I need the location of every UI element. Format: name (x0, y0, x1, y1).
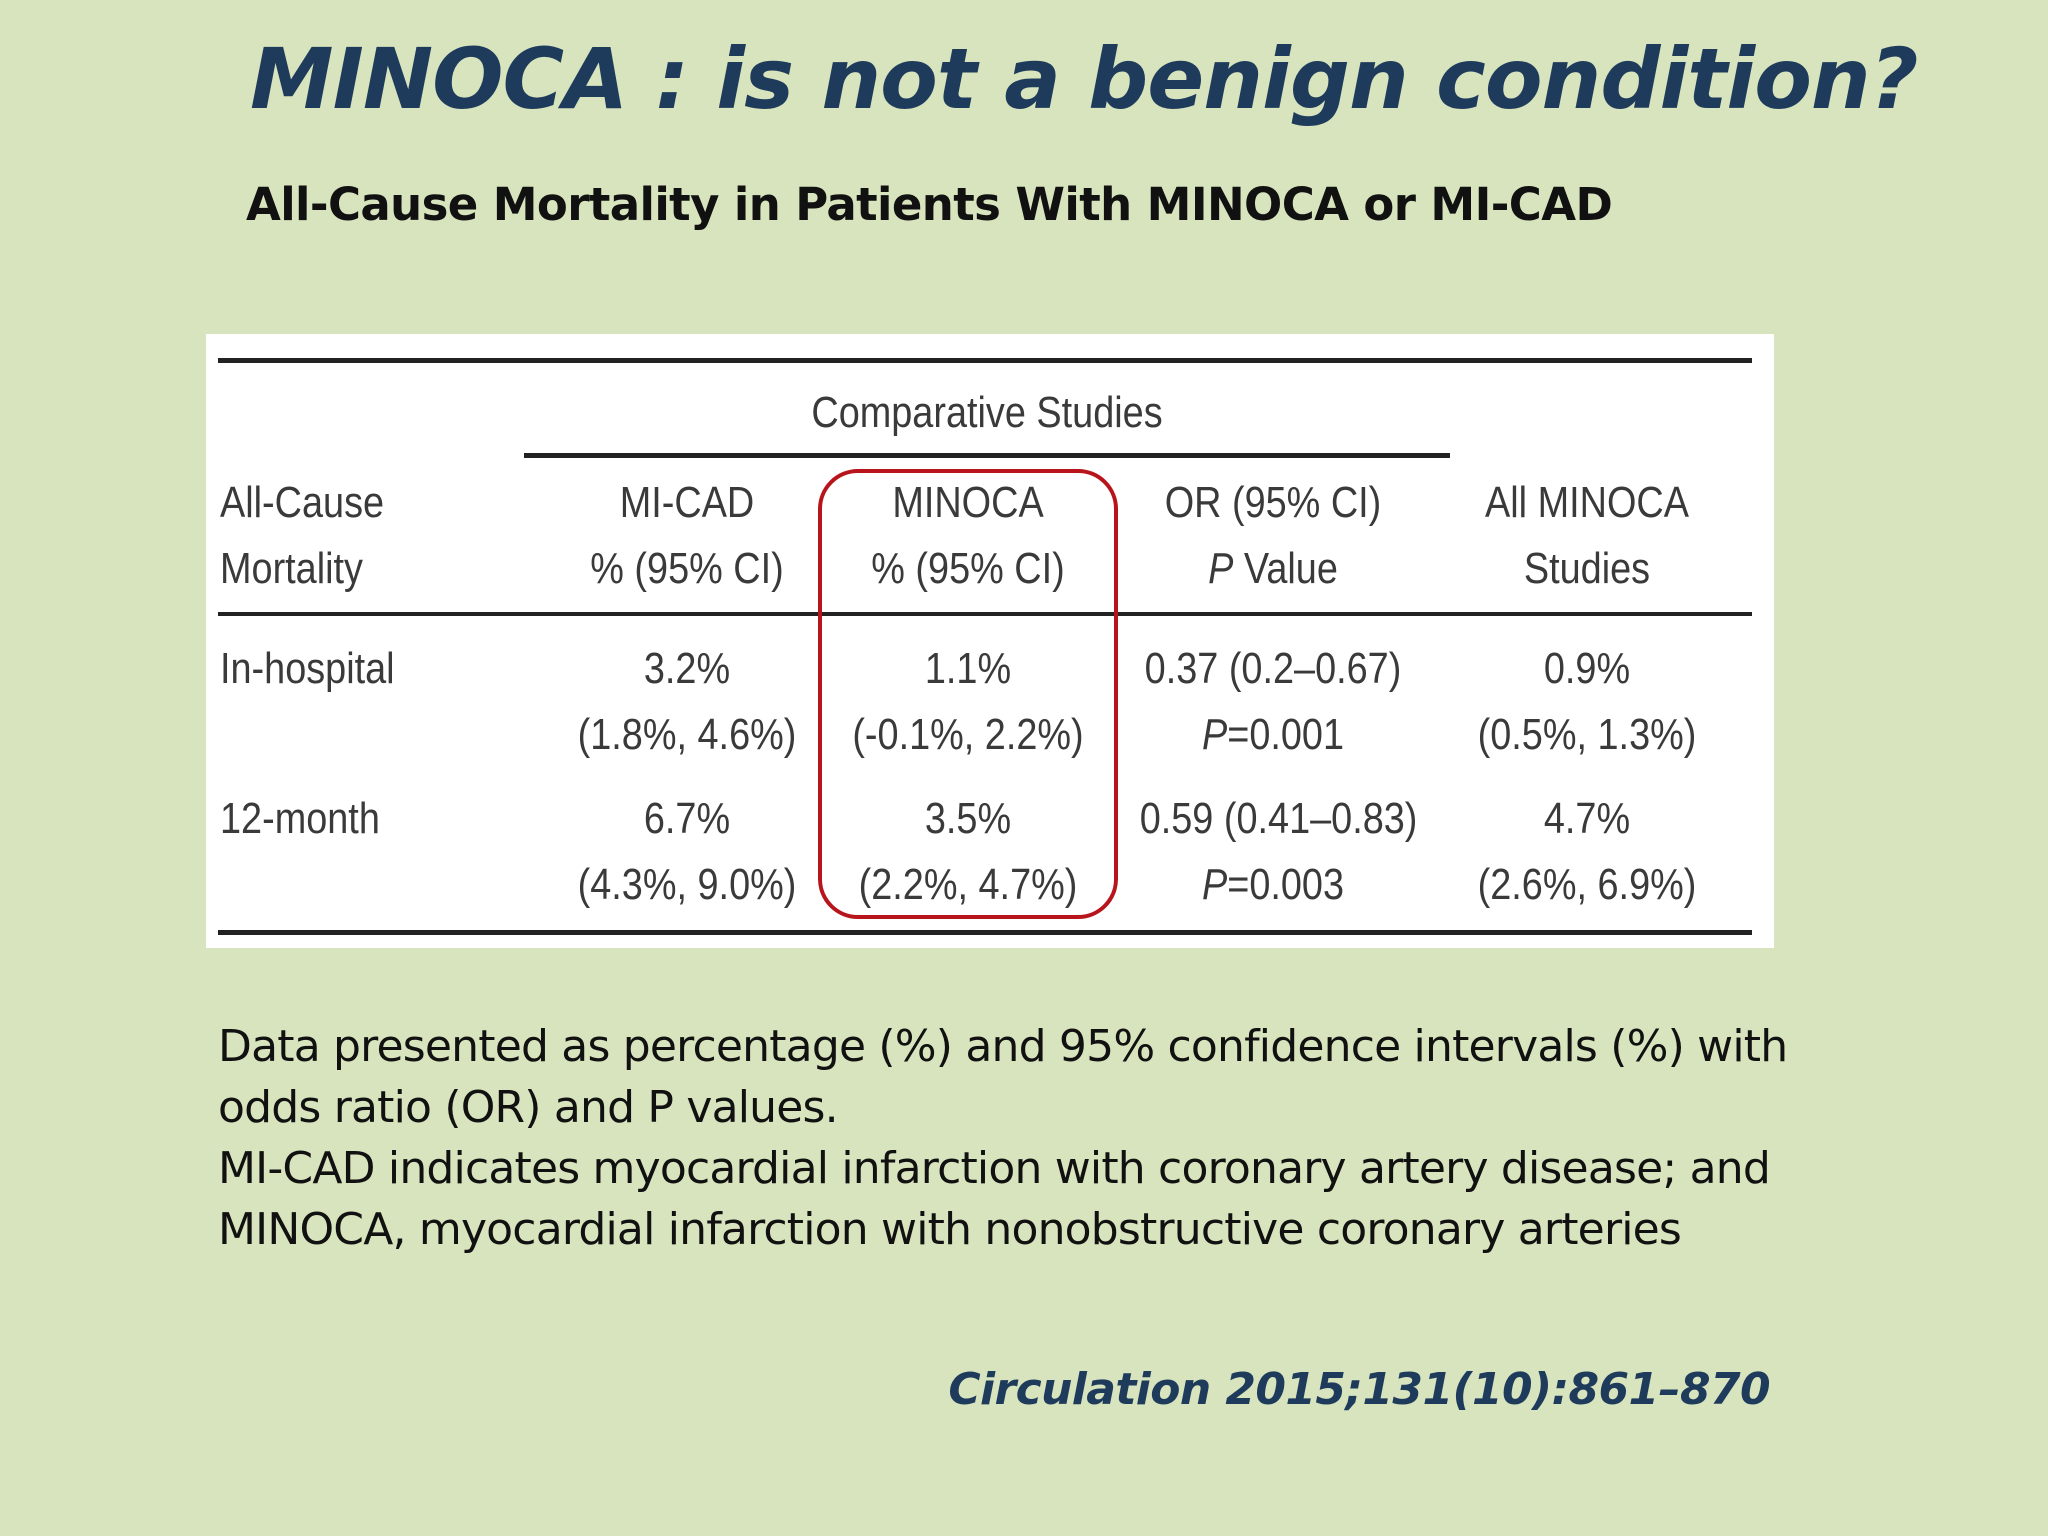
cell-in-hospital-minoca: 1.1% (-0.1%, 2.2%) (852, 644, 1084, 759)
cell-in-hospital-all-minoca: 0.9% (0.5%, 1.3%) (1477, 644, 1697, 759)
citation: Circulation 2015;131(10):861–870 (948, 1364, 1770, 1415)
header-all-minoca-studies: All MINOCA Studies (1485, 478, 1689, 593)
note-line: odds ratio (OR) and P values. (218, 1082, 839, 1133)
cell-12-month-all-minoca: 4.7% (2.6%, 6.9%) (1477, 794, 1697, 909)
table-top-rule (218, 358, 1752, 363)
table-bottom-rule (218, 930, 1752, 935)
note-line: Data presented as percentage (%) and 95%… (218, 1021, 1788, 1072)
note-line: MINOCA, myocardial infarction with nonob… (218, 1204, 1682, 1255)
cell-12-month-or: 0.59 (0.41–0.83) P=0.003 (1139, 794, 1418, 909)
slide-title: MINOCA : is not a benign condition? (250, 30, 1918, 128)
cell-12-month-micad: 6.7% (4.3%, 9.0%) (577, 794, 797, 909)
note-line: MI-CAD indicates myocardial infarction w… (218, 1143, 1771, 1194)
mortality-table: Comparative Studies All-Cause Mortality … (206, 334, 1774, 948)
table-notes: Data presented as percentage (%) and 95%… (218, 1016, 1788, 1260)
header-all-cause-mortality: All-Cause Mortality (220, 478, 385, 593)
header-bottom-rule (218, 612, 1752, 616)
group-header-comparative-studies: Comparative Studies (811, 388, 1163, 437)
row-label-in-hospital: In-hospital (220, 644, 395, 693)
header-mi-cad: MI-CAD % (95% CI) (590, 478, 784, 593)
header-odds-ratio: OR (95% CI) P Value (1164, 478, 1382, 593)
table-caption: All-Cause Mortality in Patients With MIN… (246, 178, 1613, 231)
row-label-12-month: 12-month (220, 794, 380, 843)
cell-in-hospital-or: 0.37 (0.2–0.67) P=0.001 (1144, 644, 1402, 759)
cell-in-hospital-micad: 3.2% (1.8%, 4.6%) (577, 644, 797, 759)
cell-12-month-minoca: 3.5% (2.2%, 4.7%) (858, 794, 1078, 909)
header-minoca: MINOCA % (95% CI) (871, 478, 1065, 593)
minoca-column-highlight (818, 469, 1118, 919)
group-header-rule (524, 453, 1450, 458)
